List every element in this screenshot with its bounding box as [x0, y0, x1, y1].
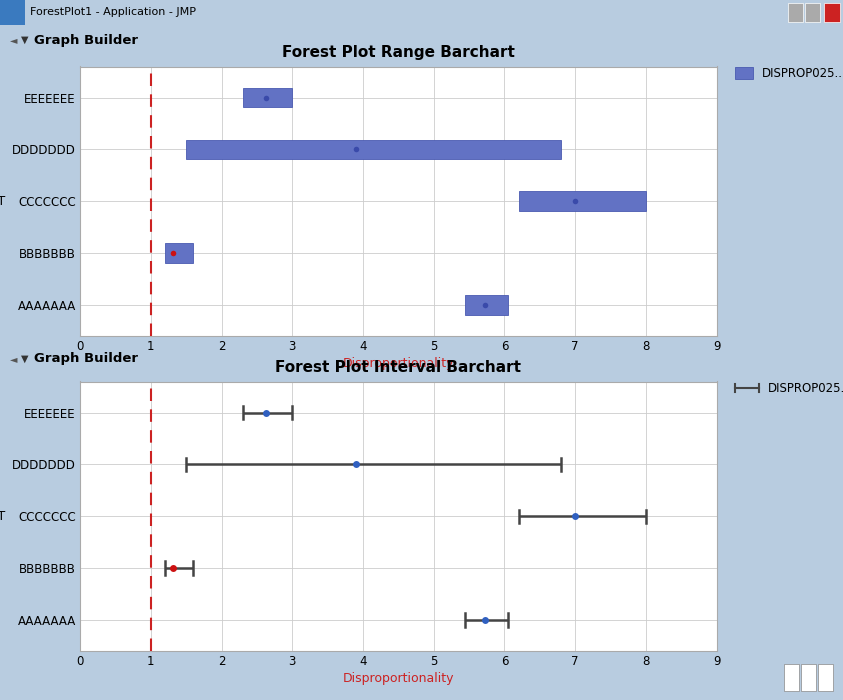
Bar	[801, 664, 816, 691]
FancyBboxPatch shape	[186, 139, 561, 160]
Bar	[0, 0, 25, 25]
FancyBboxPatch shape	[243, 88, 293, 107]
Bar	[784, 664, 799, 691]
Text: ▼: ▼	[21, 354, 29, 364]
Text: ◄: ◄	[10, 35, 18, 46]
FancyBboxPatch shape	[465, 295, 508, 315]
Title: Forest Plot Range Barchart: Forest Plot Range Barchart	[282, 45, 515, 60]
Y-axis label: PT: PT	[0, 510, 6, 523]
Text: ◄: ◄	[10, 354, 18, 364]
Legend: DISPROP025..DISPROP975: DISPROP025..DISPROP975	[735, 67, 843, 80]
Legend: DISPROP025..DISPROP975: DISPROP025..DISPROP975	[735, 382, 843, 395]
Bar	[824, 3, 840, 22]
Text: Graph Builder: Graph Builder	[34, 352, 137, 365]
Bar	[805, 3, 820, 22]
Bar	[818, 664, 833, 691]
X-axis label: Disproportionality: Disproportionality	[342, 672, 454, 685]
Text: ▼: ▼	[21, 35, 29, 46]
FancyBboxPatch shape	[165, 243, 193, 263]
Bar	[788, 3, 803, 22]
Text: ForestPlot1 - Application - JMP: ForestPlot1 - Application - JMP	[30, 7, 196, 18]
Text: Graph Builder: Graph Builder	[34, 34, 137, 47]
FancyBboxPatch shape	[518, 191, 646, 211]
X-axis label: Disproportionality: Disproportionality	[342, 357, 454, 370]
Title: Forest Plot Interval Barchart: Forest Plot Interval Barchart	[276, 360, 521, 374]
Y-axis label: PT: PT	[0, 195, 6, 208]
